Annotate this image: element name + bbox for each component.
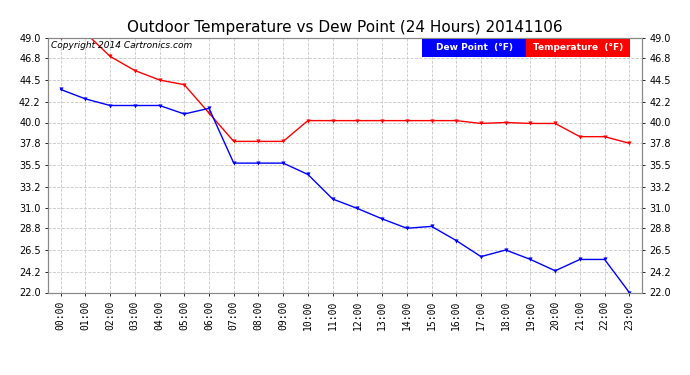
FancyBboxPatch shape (422, 39, 526, 57)
Text: Dew Point  (°F): Dew Point (°F) (435, 44, 513, 52)
Title: Outdoor Temperature vs Dew Point (24 Hours) 20141106: Outdoor Temperature vs Dew Point (24 Hou… (127, 20, 563, 35)
Text: Copyright 2014 Cartronics.com: Copyright 2014 Cartronics.com (51, 41, 193, 50)
Text: Temperature  (°F): Temperature (°F) (533, 44, 623, 52)
FancyBboxPatch shape (526, 39, 630, 57)
